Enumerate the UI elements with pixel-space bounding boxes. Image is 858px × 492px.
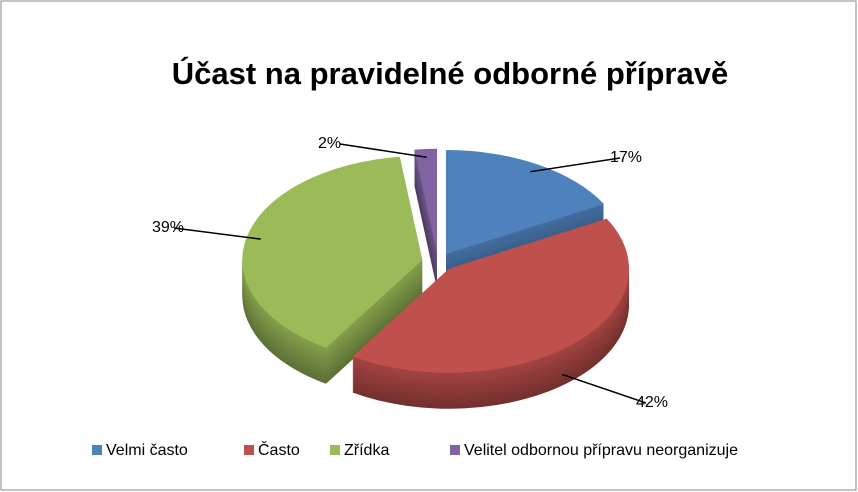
legend-label: Zřídka bbox=[344, 442, 389, 459]
slice bbox=[414, 148, 437, 253]
legend-label: Často bbox=[258, 440, 300, 459]
slice bbox=[242, 156, 423, 348]
slice bbox=[352, 218, 629, 373]
legend-swatch bbox=[92, 445, 102, 455]
legend-swatch bbox=[450, 445, 460, 455]
slice bbox=[446, 150, 604, 255]
legend-label: Velitel odbornou přípravu neorganizuje bbox=[464, 442, 738, 459]
data-label: 17% bbox=[610, 149, 642, 166]
data-label: 42% bbox=[636, 394, 668, 411]
legend-swatch bbox=[244, 445, 254, 455]
leader-line bbox=[562, 373, 647, 404]
legend-swatch bbox=[330, 445, 340, 455]
leader-line bbox=[173, 227, 261, 240]
data-label: 39% bbox=[152, 219, 184, 236]
chart-title: Účast na pravidelné odborné přípravě bbox=[172, 55, 728, 91]
data-label: 2% bbox=[318, 135, 341, 152]
leader-line bbox=[530, 157, 621, 173]
leader-line bbox=[339, 143, 427, 159]
legend-label: Velmi často bbox=[106, 442, 188, 459]
